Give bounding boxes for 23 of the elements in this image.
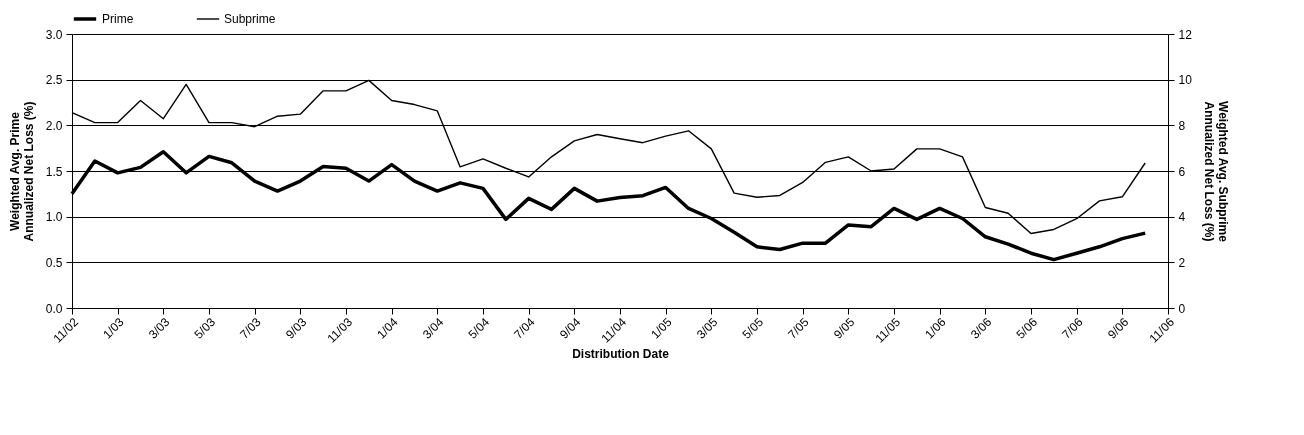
legend-label: Subprime: [224, 12, 276, 26]
y2-tick-label: 12: [1178, 27, 1193, 42]
y2-tick-label: 6: [1178, 164, 1186, 179]
y2-tick-label: 8: [1178, 118, 1186, 133]
x-tick-label: 7/03: [237, 314, 264, 342]
x-tick-label: 7/05: [785, 314, 812, 342]
y-tick-label: 1.5: [45, 164, 63, 179]
y-tick-label: 1.0: [45, 210, 63, 225]
legend-label: Prime: [102, 12, 134, 26]
x-tick-label: 7/06: [1059, 314, 1086, 342]
y-axis-title: Weighted Avg. Prime Annualized Net Loss (%): [7, 101, 36, 242]
y2-axis-title: Weighted Avg. Subprime Annualized Net Loss (%): [1201, 101, 1230, 243]
y2-tick-label: 0: [1178, 301, 1186, 316]
y-tick-label: 0.5: [45, 255, 63, 270]
x-axis-title: Distribution Date: [572, 346, 670, 361]
y-tick-label: 3.0: [45, 27, 63, 42]
y-tick-label: 2.5: [45, 73, 63, 88]
y2-tick-label: 2: [1178, 255, 1186, 270]
y-tick-label: 0.0: [45, 301, 63, 316]
y2-tick-label: 10: [1178, 73, 1193, 88]
y2-tick-label: 4: [1178, 210, 1186, 225]
y-tick-label: 2.0: [45, 118, 63, 133]
x-tick-label: 7/04: [511, 314, 538, 342]
